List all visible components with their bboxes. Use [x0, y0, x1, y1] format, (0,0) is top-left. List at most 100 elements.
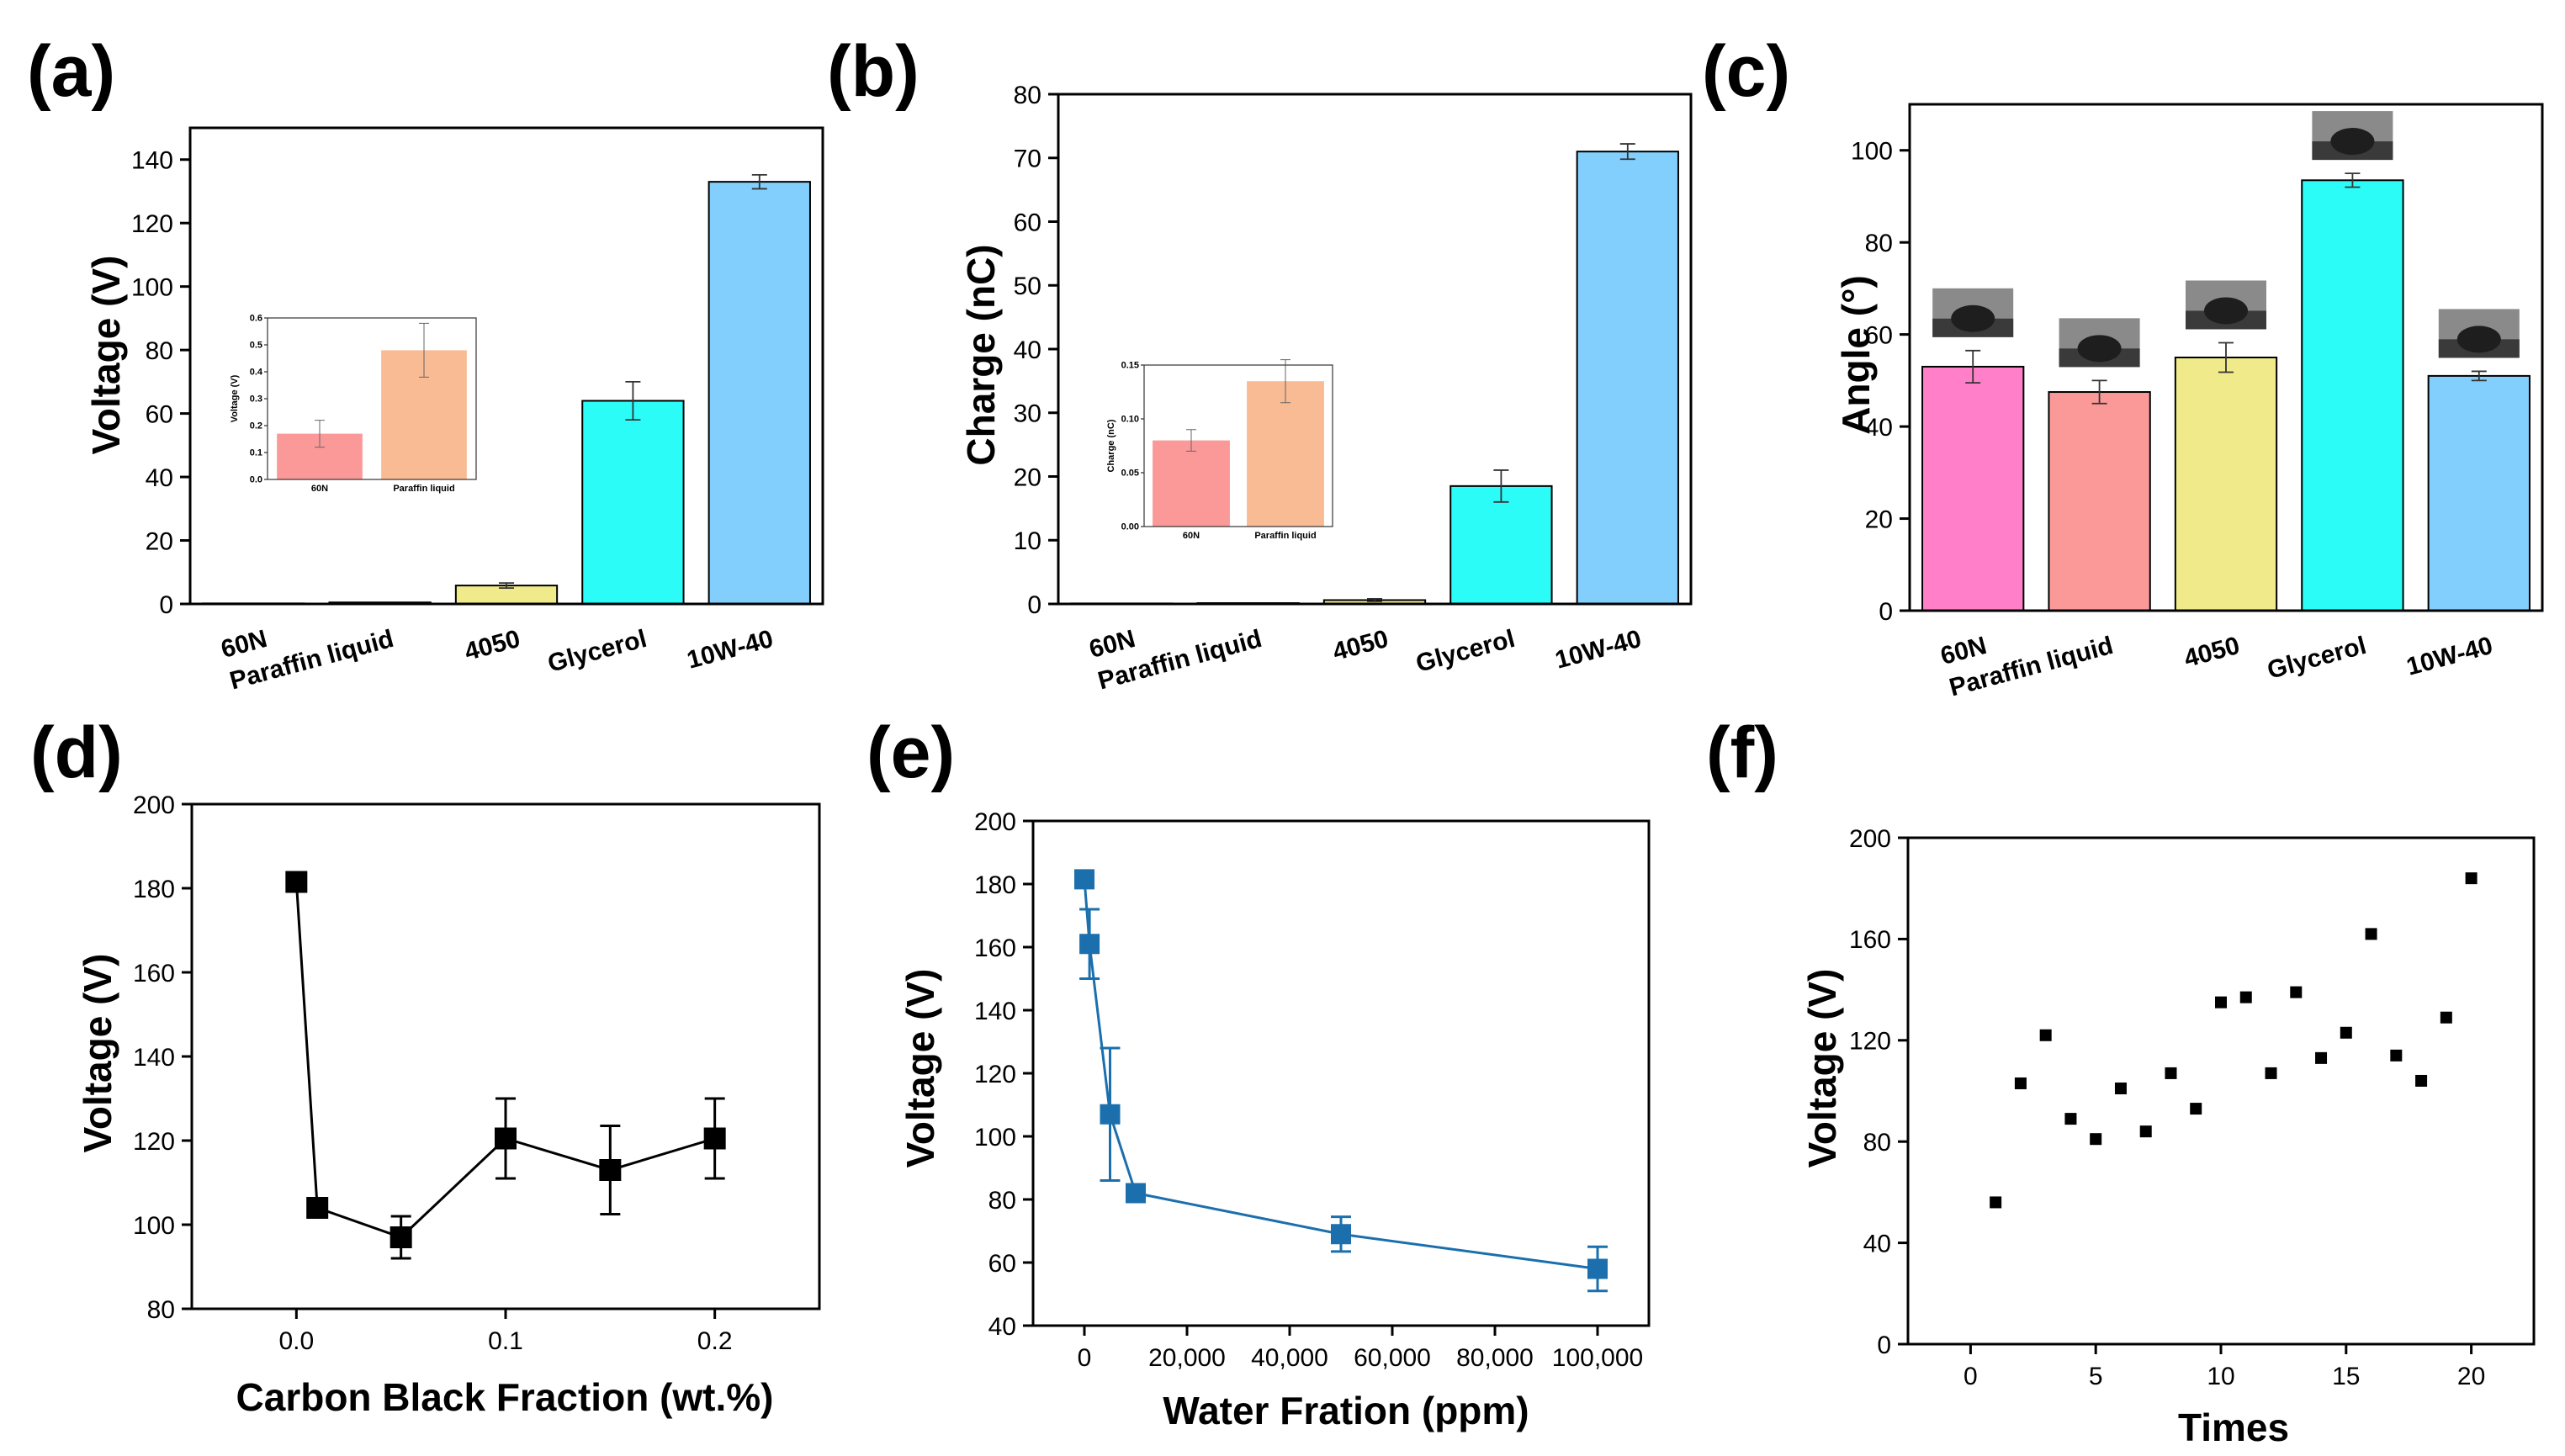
chart-b-ytick-label-3: 30	[1014, 400, 1041, 428]
chart-b-inset-errorbar-1	[1280, 359, 1290, 404]
chart-e-ytick-label-1: 60	[988, 1250, 1016, 1278]
chart-d-ytick-label-0: 80	[147, 1296, 175, 1324]
chart-d-plot-frame	[190, 802, 821, 1310]
chart-b-category-label-0: 60N	[1086, 625, 1138, 664]
chart-f-point-15	[2365, 928, 2377, 940]
chart-e-ytick-label-6: 160	[974, 934, 1016, 962]
ylabel-c: Angle (°)	[1834, 275, 1878, 435]
chart-e-point-4	[1331, 1224, 1351, 1245]
chart-f-point-3	[2064, 1113, 2077, 1125]
droplet-photo-1	[2059, 318, 2140, 368]
chart-f-point-17	[2415, 1074, 2428, 1087]
chart-f-plot-frame	[1906, 836, 2536, 1346]
chart-a-inset-ytick-label-1: 0.1	[250, 448, 262, 458]
chart-c-bar-1	[2048, 391, 2151, 612]
chart-e-xtick-label-0: 0	[1078, 1344, 1092, 1372]
chart-b-inset-ytick-label-1: 0.05	[1121, 469, 1139, 479]
chart-e-ytick-label-4: 120	[974, 1061, 1016, 1088]
chart-a-errorbar-4	[751, 173, 767, 190]
chart-d-ytick-label-3: 140	[133, 1044, 175, 1072]
chart-f-point-10	[2239, 991, 2252, 1003]
ylabel-b: Charge (nC)	[959, 244, 1003, 465]
ylabel-e: Voltage (V)	[898, 969, 942, 1168]
chart-a-inset-ytick-label-3: 0.3	[250, 394, 262, 405]
chart-b-inset-category-label-0: 60N	[1183, 531, 1200, 541]
chart-a-inset-errorbar-0	[315, 420, 325, 448]
droplet-photo-0	[1932, 288, 2014, 337]
chart-f-xtick-label-3: 15	[2332, 1363, 2360, 1390]
chart-e-series-line	[1083, 879, 1598, 1270]
chart-b-ytick-label-0: 0	[1027, 591, 1041, 619]
droplet-photo-2	[2186, 280, 2266, 330]
panel-label-c: (c)	[1702, 31, 1790, 112]
chart-d-series-line	[294, 882, 716, 1239]
chart-d-point-3	[495, 1127, 517, 1150]
chart-f-ytick-label-3: 120	[1849, 1028, 1891, 1056]
chart-f-point-16	[2390, 1049, 2403, 1062]
chart-a-ytick-label-0: 0	[159, 591, 173, 619]
chart-a-errorbar-2	[499, 582, 514, 590]
chart-c-errorbar-3	[2345, 172, 2361, 188]
droplet-photo-3	[2312, 111, 2393, 161]
chart-e-ytick-label-8: 200	[974, 808, 1016, 836]
chart-f-point-11	[2265, 1067, 2277, 1079]
chart-f-point-5	[2114, 1082, 2127, 1094]
chart-a-bar-4	[707, 181, 811, 605]
chart-e-point-3	[1126, 1183, 1146, 1204]
chart-f-point-6	[2139, 1125, 2152, 1138]
chart-a-inset-ytick-label-2: 0.2	[250, 421, 262, 432]
xlabel-e: Water Fration (ppm)	[1163, 1389, 1529, 1432]
chart-e-xtick-label-1: 20,000	[1148, 1344, 1226, 1372]
chart-a-inset-ytick-label-6: 0.6	[250, 314, 262, 324]
chart-d-xtick-label-1: 0.1	[488, 1327, 523, 1355]
chart-a-ytick-label-4: 80	[146, 337, 173, 365]
droplet-photo-4	[2438, 309, 2520, 358]
chart-f-xtick-label-4: 20	[2457, 1363, 2485, 1390]
chart-e-point-5	[1587, 1258, 1608, 1279]
chart-c-bar-0	[1921, 365, 2025, 612]
chart-a-inset-ytick-label-5: 0.5	[250, 341, 262, 351]
chart-b-category-label-2: 4050	[1330, 625, 1391, 666]
chart-b-inset-ylabel: Charge (nC)	[1106, 419, 1116, 472]
chart-c-plot-frame	[1908, 103, 2544, 612]
chart-b-inset-bar-0	[1153, 440, 1230, 527]
chart-d-point-1	[306, 1197, 329, 1219]
chart-a-ytick-label-1: 20	[146, 527, 173, 555]
chart-d-ytick-label-6: 200	[133, 792, 175, 819]
chart-c-ytick-label-1: 20	[1865, 506, 1893, 533]
chart-d-ytick-label-5: 180	[133, 876, 175, 903]
chart-f-point-0	[1990, 1196, 2002, 1209]
chart-d-point-5	[703, 1127, 726, 1150]
chart-b-inset-ytick-label-3: 0.15	[1121, 361, 1139, 371]
chart-b-bar-3	[1449, 484, 1553, 605]
chart-a-ytick-label-2: 40	[146, 464, 173, 492]
chart-b-ytick-label-2: 20	[1014, 463, 1041, 491]
chart-a-bar-3	[581, 400, 685, 605]
chart-b-ytick-label-5: 50	[1014, 273, 1041, 300]
chart-b-errorbar-4	[1619, 143, 1635, 161]
chart-b-ytick-label-7: 70	[1014, 146, 1041, 173]
chart-c-ytick-label-3: 60	[1865, 321, 1893, 349]
chart-b-inset-ytick-label-2: 0.10	[1121, 415, 1139, 425]
chart-c-category-label-3: Glycerol	[2265, 632, 2370, 685]
chart-f-point-14	[2340, 1026, 2352, 1039]
ylabel-d: Voltage (V)	[76, 954, 119, 1153]
chart-e-ytick-label-5: 140	[974, 998, 1016, 1025]
chart-a-inset-errorbar-1	[419, 322, 429, 378]
droplet-4	[2456, 326, 2501, 353]
chart-c-category-label-0: 60N	[1937, 632, 1990, 670]
chart-f-point-12	[2290, 986, 2303, 998]
chart-a-inset-ytick-label-4: 0.4	[250, 368, 263, 378]
chart-f-xtick-label-2: 10	[2207, 1363, 2234, 1390]
chart-f-point-9	[2215, 996, 2227, 1009]
chart-c-errorbar-1	[2091, 379, 2107, 405]
panel-label-e: (e)	[866, 712, 955, 793]
chart-a-ytick-label-5: 100	[131, 273, 173, 301]
chart-e-plot-frame	[1031, 819, 1651, 1327]
chart-f-point-1	[2014, 1077, 2027, 1089]
chart-c-errorbar-0	[1965, 349, 1981, 384]
chart-f-xtick-label-0: 0	[1963, 1363, 1978, 1390]
chart-f-point-19	[2465, 872, 2478, 885]
chart-c-bar-3	[2301, 179, 2404, 612]
droplet-3	[2330, 128, 2375, 156]
